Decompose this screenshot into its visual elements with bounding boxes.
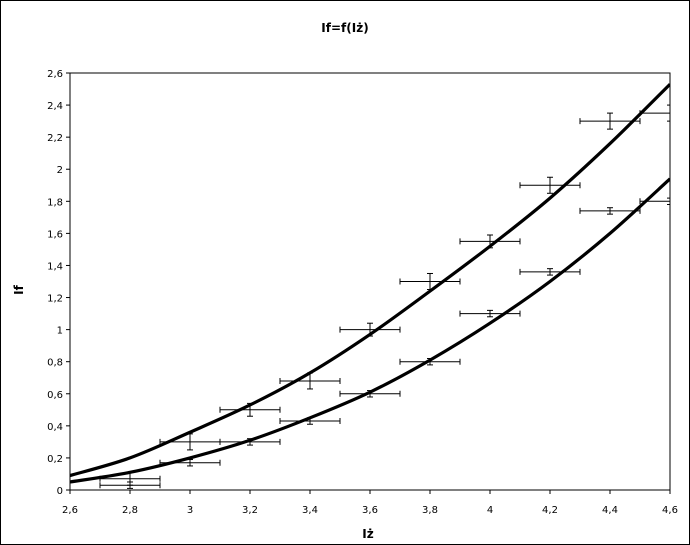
- data-point: [579, 112, 641, 130]
- data-point: [219, 438, 281, 446]
- data-point: [219, 402, 281, 417]
- data-point: [519, 176, 581, 194]
- y-tick-label: 2,2: [47, 133, 63, 144]
- series-2-fit-line: [70, 177, 670, 484]
- data-point: [399, 357, 461, 366]
- data-point: [399, 272, 461, 291]
- y-tick-label: 1: [57, 326, 63, 337]
- x-tick-label: 4,6: [662, 505, 678, 516]
- data-point: [339, 390, 401, 398]
- plot-border: [69, 72, 671, 491]
- data-point: [159, 459, 221, 467]
- series-1: [70, 83, 670, 486]
- x-tick-label: 3,8: [422, 505, 438, 516]
- data-point: [159, 433, 221, 451]
- x-tick-label: 3,2: [242, 505, 258, 516]
- y-tick-label: 2: [57, 165, 63, 176]
- data-point: [459, 309, 521, 318]
- data-point: [639, 104, 670, 122]
- chart-title: If=f(Iż): [321, 21, 368, 35]
- series-2: [70, 177, 670, 489]
- data-point: [339, 322, 401, 337]
- y-tick-label: 1,4: [47, 261, 63, 272]
- y-tick-label: 1,2: [47, 294, 63, 305]
- y-tick-label: 2,6: [47, 69, 63, 80]
- x-tick-label: 4,4: [602, 505, 618, 516]
- y-tick-label: 0,6: [47, 390, 63, 401]
- data-point: [579, 207, 641, 215]
- x-tick-label: 2,8: [122, 505, 138, 516]
- data-point: [459, 234, 521, 249]
- y-axis-label: If: [12, 284, 26, 294]
- series-1-fit-line: [70, 83, 670, 478]
- y-tick-label: 0: [57, 486, 63, 497]
- x-tick-label: 4,2: [542, 505, 558, 516]
- data-point: [639, 197, 670, 206]
- data-point: [279, 372, 341, 390]
- data-point: [99, 481, 161, 489]
- y-tick-label: 1,6: [47, 229, 63, 240]
- data-point: [279, 417, 341, 425]
- x-tick-label: 3: [187, 505, 193, 516]
- x-tick-label: 3,4: [302, 505, 318, 516]
- plot-area: 2,6 2,8 3 3,2 3,4 3,6 3,8 4 4,2 4,4 4,6 0 0,2 0,4 0,6 0…: [47, 69, 678, 516]
- x-tick-label: 4: [487, 505, 493, 516]
- y-tick-label: 1,8: [47, 197, 63, 208]
- data-point: [519, 268, 581, 276]
- y-tick-label: 2,4: [47, 101, 63, 112]
- y-tick-label: 0,8: [47, 358, 63, 369]
- y-tick-label: 0,4: [47, 422, 63, 433]
- x-tick-label: 3,6: [362, 505, 378, 516]
- y-tick-label: 0,2: [47, 454, 63, 465]
- x-tick-label: 2,6: [62, 505, 78, 516]
- x-axis-label: Iż: [362, 527, 373, 541]
